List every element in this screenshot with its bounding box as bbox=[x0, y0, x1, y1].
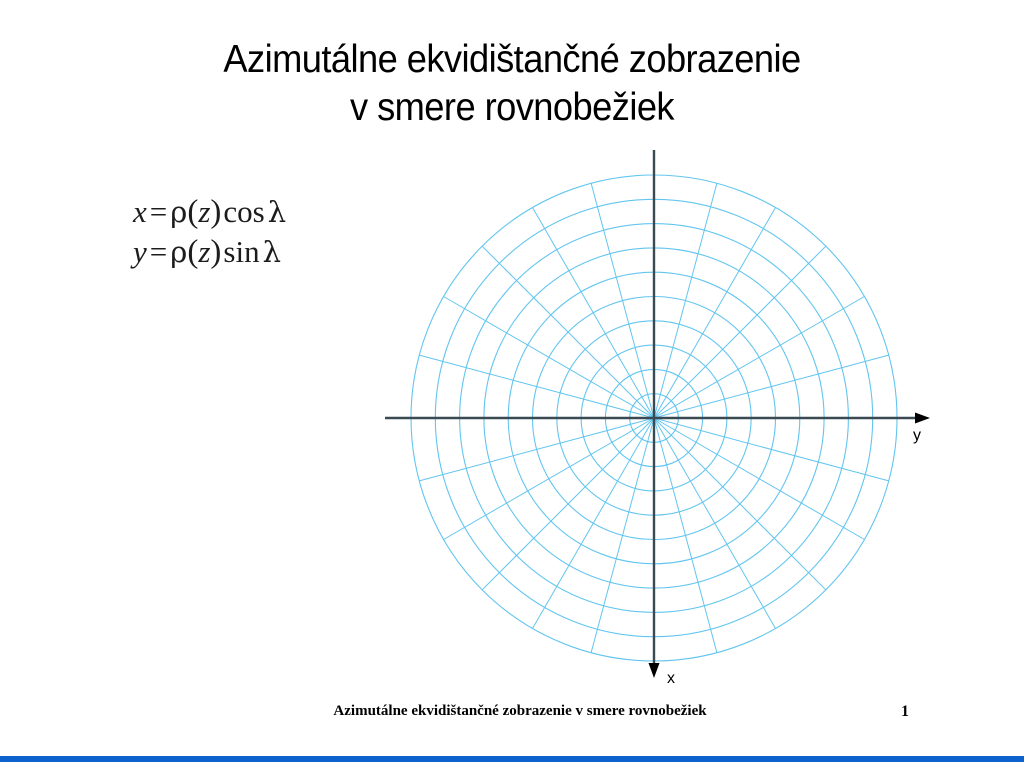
formula-lhs-y: y bbox=[133, 234, 147, 269]
grid-meridian bbox=[653, 296, 865, 419]
grid-parallels bbox=[410, 174, 898, 662]
grid-meridian bbox=[481, 417, 655, 591]
grid-parallel bbox=[507, 271, 801, 565]
grid-parallel bbox=[434, 198, 874, 638]
grid-parallel bbox=[531, 295, 777, 541]
formula-equals-2: = bbox=[149, 234, 168, 269]
formula-line-y: y= ρ(z)sin λ bbox=[133, 232, 286, 272]
formula-lambda-2: λ bbox=[262, 235, 281, 269]
grid-meridian bbox=[653, 417, 718, 653]
page-title: Azimutálne ekvidištančné zobrazenie v sm… bbox=[72, 36, 952, 132]
formula-arg-1: z bbox=[198, 194, 211, 229]
grid-meridian bbox=[653, 417, 776, 629]
formula-lhs-x: x bbox=[133, 194, 147, 229]
formula-paren-close-1: ) bbox=[210, 194, 222, 230]
grid-meridian bbox=[419, 354, 655, 419]
bottom-accent-bar bbox=[0, 756, 1024, 762]
grid-parallel bbox=[459, 223, 849, 613]
grid-meridian bbox=[419, 417, 655, 482]
formula-rho-1: ρ bbox=[170, 195, 188, 229]
footer-title: Azimutálne ekvidištančné zobrazenie v sm… bbox=[333, 703, 707, 719]
grid-meridians bbox=[411, 175, 897, 661]
axis-label-y: y bbox=[913, 427, 921, 444]
grid-meridian bbox=[653, 417, 865, 540]
formula-line-x: x= ρ(z)cos λ bbox=[133, 192, 286, 232]
grid-meridian bbox=[653, 207, 776, 419]
formula-lambda-1: λ bbox=[267, 195, 287, 229]
grid-meridian bbox=[653, 183, 718, 419]
formula-arg-2: z bbox=[198, 234, 211, 269]
axis-arrow-x bbox=[648, 663, 660, 678]
formula-equals-1: = bbox=[149, 194, 168, 229]
formula-func-cos: cos bbox=[223, 194, 265, 229]
grid-parallel bbox=[604, 368, 704, 468]
formula-paren-open-1: ( bbox=[187, 194, 199, 230]
grid-parallel bbox=[410, 174, 898, 662]
coordinate-axes bbox=[385, 150, 930, 678]
grid-parallel bbox=[556, 320, 752, 516]
grid-parallel bbox=[629, 393, 679, 443]
grid-meridian bbox=[443, 296, 655, 419]
grid-meridian bbox=[532, 417, 655, 629]
grid-meridian bbox=[653, 417, 889, 482]
title-line-2: v smere rovnobežiek bbox=[349, 86, 675, 129]
grid-meridian bbox=[481, 245, 655, 419]
grid-meridian bbox=[590, 183, 655, 419]
formula-rho-2: ρ bbox=[170, 235, 188, 269]
grid-meridian bbox=[653, 417, 827, 591]
axis-label-x: x bbox=[667, 670, 675, 687]
grid-meridian bbox=[590, 417, 655, 653]
grid-parallel bbox=[580, 344, 728, 492]
page-number: 1 bbox=[901, 703, 909, 720]
axis-arrow-y bbox=[915, 412, 930, 424]
grid-parallel bbox=[483, 247, 825, 589]
grid-meridian bbox=[653, 354, 889, 419]
grid-meridian bbox=[443, 417, 655, 540]
grid-meridian bbox=[653, 245, 827, 419]
title-line-1: Azimutálne ekvidištančné zobrazenie bbox=[223, 38, 801, 81]
grid-meridian bbox=[532, 207, 655, 419]
formula-paren-open-2: ( bbox=[187, 234, 199, 270]
formula-block: x= ρ(z)cos λ y= ρ(z)sin λ bbox=[133, 192, 286, 272]
formula-func-sin: sin bbox=[223, 234, 260, 269]
formula-paren-close-2: ) bbox=[210, 234, 222, 270]
